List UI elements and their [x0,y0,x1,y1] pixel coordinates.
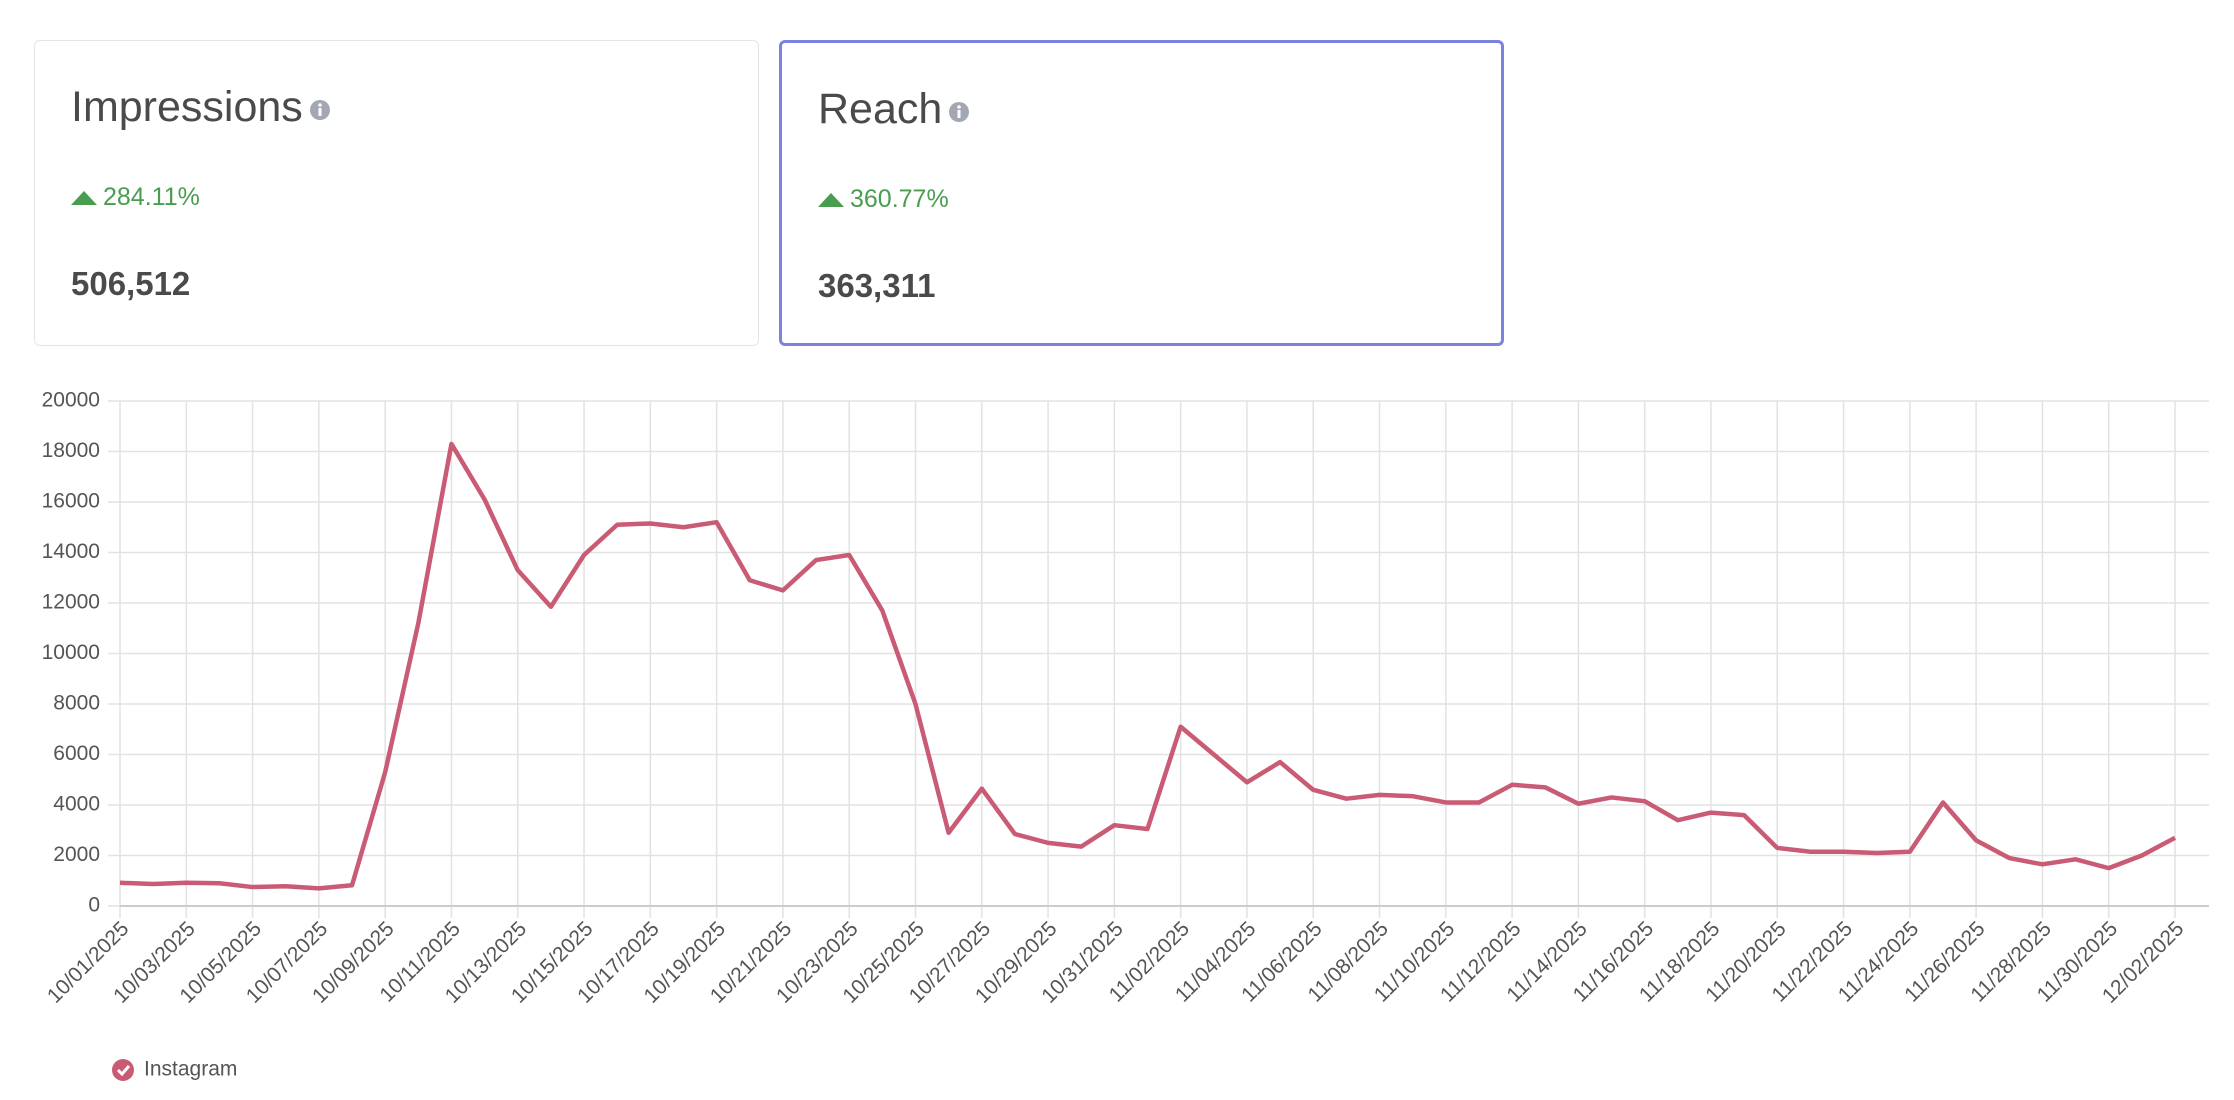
legend-label: Instagram [144,1058,237,1081]
card-value: 506,512 [71,265,191,302]
card-title: Impressions [71,83,331,132]
legend-check [112,1059,134,1081]
reach-card[interactable]: Reach 360.77% 363,311 [779,40,1504,346]
info-icon[interactable] [948,101,970,123]
up-arrow [818,193,844,207]
y-tick-label: 8000 [53,692,100,715]
card-title-text: Reach [818,85,943,133]
y-tick-label: 16000 [42,490,100,513]
series-line [119,441,2177,891]
y-tick-label: 4000 [53,793,100,816]
check-mark [116,1065,131,1077]
y-tick-label: 14000 [42,540,100,563]
y-tick-label: 0 [88,894,100,917]
change: 284.11% [71,183,200,212]
info-icon[interactable] [309,99,331,121]
legend-item[interactable]: Instagram [112,1058,237,1081]
impressions-card[interactable]: Impressions 284.11% 506,512 [34,40,759,346]
change: 360.77% [818,185,949,214]
card-value: 363,311 [818,267,936,304]
change-text: 360.77% [850,185,949,213]
y-tick-label: 20000 [42,389,100,412]
y-tick-label: 10000 [42,641,100,664]
y-tick-label: 18000 [42,439,100,462]
y-tick-label: 6000 [53,742,100,765]
card-title: Reach [818,85,970,134]
change-text: 284.11% [103,183,200,211]
y-tick-label: 2000 [53,843,100,866]
up-arrow [71,191,97,205]
card-title-text: Impressions [71,83,303,131]
y-tick-label: 12000 [42,591,100,614]
